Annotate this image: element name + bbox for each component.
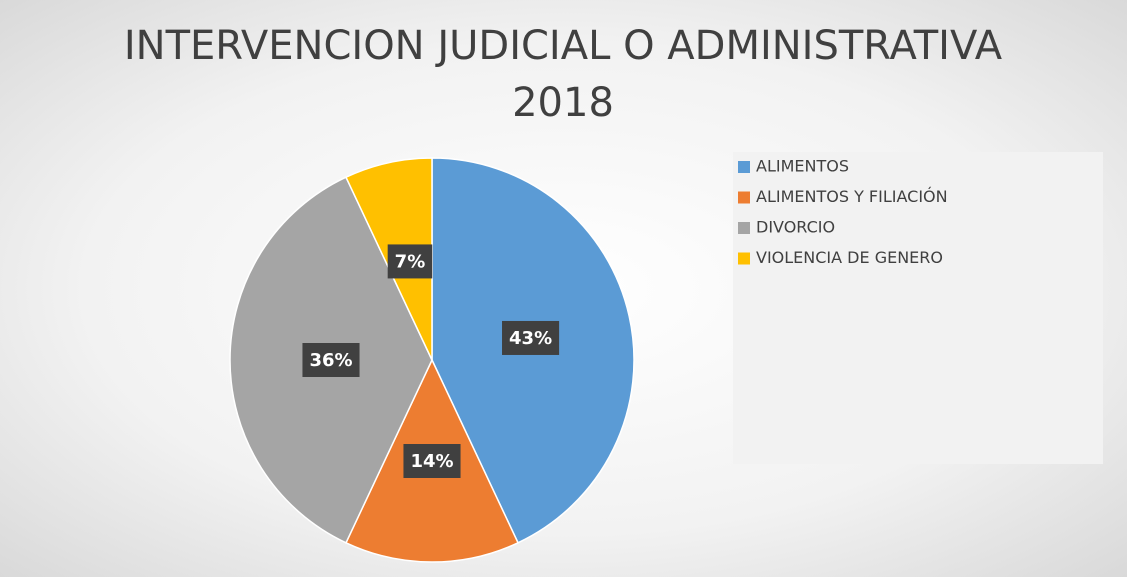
legend-swatch — [738, 161, 750, 173]
label-box — [387, 244, 433, 279]
data-label: 43% — [509, 328, 552, 349]
legend-box — [733, 152, 1103, 464]
legend-label: ALIMENTOS — [756, 157, 849, 176]
legend-label: VIOLENCIA DE GENERO — [756, 248, 943, 267]
legend-label: DIVORCIO — [756, 218, 835, 237]
label-box — [302, 343, 360, 377]
legend-label: ALIMENTOS Y FILIACIÓN — [756, 187, 948, 206]
legend-swatch — [738, 222, 750, 234]
data-label: 7% — [395, 251, 426, 272]
data-label: 14% — [410, 451, 453, 472]
legend-swatch — [738, 191, 750, 204]
label-box — [403, 444, 461, 478]
legend-swatch — [738, 252, 750, 265]
label-box — [502, 320, 560, 355]
data-label: 36% — [309, 350, 352, 371]
chart-title: INTERVENCION JUDICIAL O ADMINISTRATIVA 2… — [123, 23, 1003, 126]
